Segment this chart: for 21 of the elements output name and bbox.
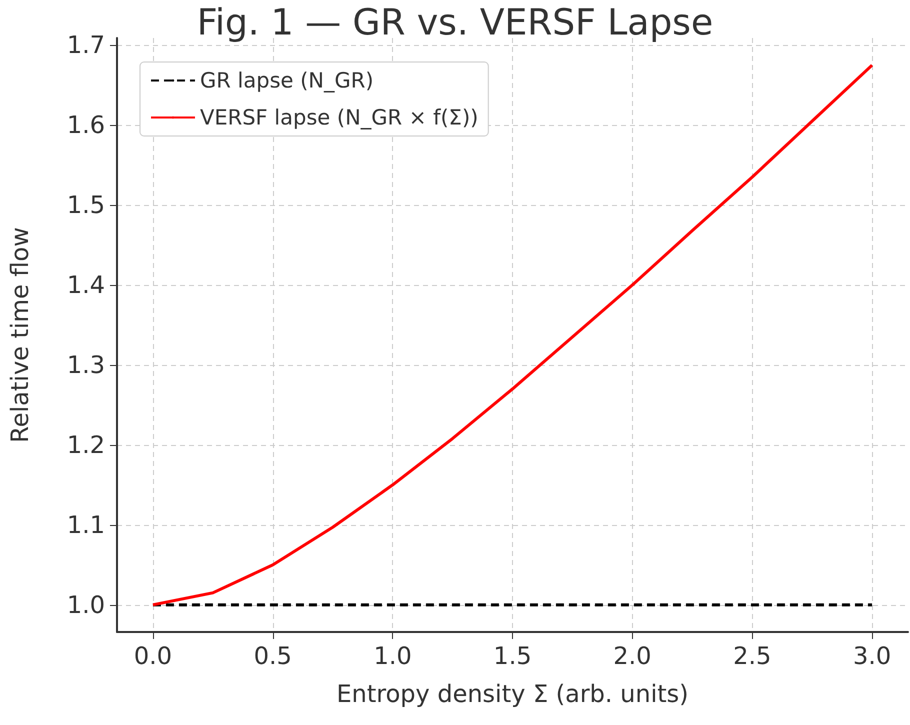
y-tick-label: 1.6: [66, 111, 105, 140]
x-tick-label: 0.0: [134, 642, 172, 670]
x-tick-label: 3.0: [852, 642, 892, 670]
y-tick-label: 1.4: [66, 271, 105, 300]
x-axis-title: Entropy density Σ (arb. units): [336, 680, 689, 708]
y-tick-label: 1.1: [66, 510, 105, 539]
legend-label: VERSF lapse (N_GR × f(Σ)): [200, 106, 478, 130]
y-tick-label: 1.5: [66, 191, 105, 220]
x-tick-label: 1.5: [493, 642, 532, 670]
y-axis-title: Relative time flow: [6, 227, 34, 443]
y-tick-label: 1.0: [66, 590, 105, 619]
x-tick-label: 2.5: [733, 642, 772, 670]
y-tick-label: 1.3: [66, 350, 105, 379]
line-series: [151, 64, 874, 606]
y-tick-label: 1.7: [66, 31, 105, 60]
x-tick-label: 0.5: [254, 642, 292, 670]
legend-label: GR lapse (N_GR): [200, 68, 374, 92]
y-tick-label: 1.2: [66, 430, 105, 459]
x-tick-label: 1.0: [374, 642, 412, 670]
chart-title: Fig. 1 — GR vs. VERSF Lapse: [196, 2, 714, 44]
x-tick-label: 2.0: [613, 642, 652, 670]
